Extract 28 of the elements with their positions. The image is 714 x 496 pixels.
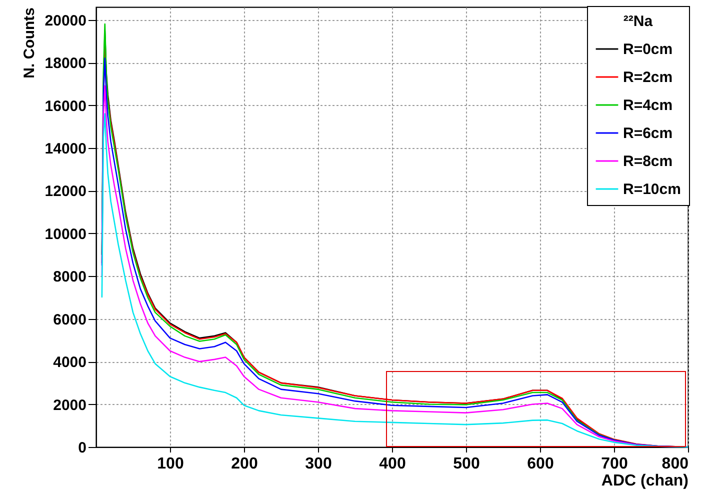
y-tick-label: 20000 xyxy=(44,12,86,30)
legend-label: R=2cm xyxy=(623,69,673,86)
legend-label: R=8cm xyxy=(623,153,673,170)
legend-label: R=0cm xyxy=(623,41,673,58)
x-tick-label: 700 xyxy=(601,456,628,472)
y-tick-label: 14000 xyxy=(44,140,86,158)
y-tick-label: 18000 xyxy=(44,55,86,72)
legend-label: R=10cm xyxy=(623,181,681,198)
y-tick-label: 8000 xyxy=(53,268,86,286)
y-tick-label: 10000 xyxy=(44,226,86,243)
x-tick-label: 300 xyxy=(305,456,332,472)
x-tick-label: 400 xyxy=(379,456,406,472)
y-tick-label: 2000 xyxy=(53,396,86,414)
legend-title: ²²Na xyxy=(623,13,654,30)
legend-label: R=4cm xyxy=(623,97,673,114)
y-tick-label: 6000 xyxy=(53,311,86,328)
x-tick-label: 200 xyxy=(231,456,258,472)
y-tick-label: 4000 xyxy=(53,354,86,372)
y-tick-label: 0 xyxy=(78,440,86,456)
y-tick-label: 12000 xyxy=(44,183,86,200)
x-tick-label: 500 xyxy=(453,456,480,472)
y-tick-label: 16000 xyxy=(44,98,86,115)
legend-label: R=6cm xyxy=(623,125,673,142)
x-tick-label: 100 xyxy=(157,456,184,472)
x-tick-label: 800 xyxy=(662,456,689,472)
x-tick-label: 600 xyxy=(527,456,554,472)
x-axis-title: ADC (chan) xyxy=(601,472,688,490)
y-axis-title: N. Counts xyxy=(20,8,38,78)
